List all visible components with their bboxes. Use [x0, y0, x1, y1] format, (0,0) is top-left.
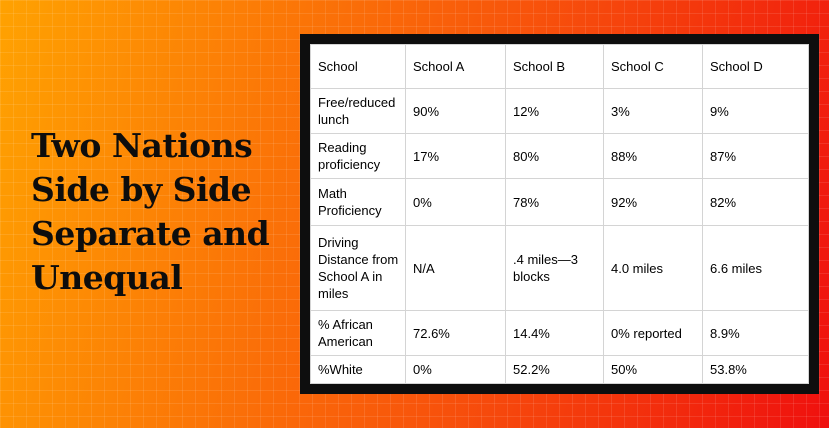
table-cell: 88%: [603, 133, 703, 179]
row-label: Reading proficiency: [310, 133, 406, 179]
table-cell: 82%: [702, 178, 809, 226]
table-cell: 52.2%: [505, 355, 604, 384]
row-label: Free/reduced lunch: [310, 88, 406, 134]
table-cell: .4 miles—3 blocks: [505, 225, 604, 311]
row-label: %White: [310, 355, 406, 384]
table-cell: 6.6 miles: [702, 225, 809, 311]
table-cell: 87%: [702, 133, 809, 179]
table-cell: 12%: [505, 88, 604, 134]
table-row: %White 0% 52.2% 50% 53.8%: [310, 355, 809, 384]
table-cell: 4.0 miles: [603, 225, 703, 311]
table-cell: 53.8%: [702, 355, 809, 384]
table-cell: 9%: [702, 88, 809, 134]
table-cell: 50%: [603, 355, 703, 384]
table-cell: 90%: [405, 88, 506, 134]
table-cell: 0% reported: [603, 310, 703, 356]
school-comparison-table: School School A School B School C School…: [310, 44, 809, 384]
header-row: School School A School B School C School…: [310, 44, 809, 89]
table-cell: 80%: [505, 133, 604, 179]
poster-title-line: Unequal: [31, 258, 183, 297]
poster-title: Two Nations Side by Side Separate and Un…: [31, 124, 301, 300]
column-header-school-b: School B: [505, 44, 604, 89]
poster-title-line: Separate and: [31, 214, 270, 253]
table-cell: 8.9%: [702, 310, 809, 356]
row-label: Math Proficiency: [310, 178, 406, 226]
table-cell: 92%: [603, 178, 703, 226]
table-row: Math Proficiency 0% 78% 92% 82%: [310, 178, 809, 226]
column-header-school: School: [310, 44, 406, 89]
table-cell: N/A: [405, 225, 506, 311]
table-cell: 14.4%: [505, 310, 604, 356]
table-row: Free/reduced lunch 90% 12% 3% 9%: [310, 88, 809, 134]
table-cell: 17%: [405, 133, 506, 179]
table-cell: 78%: [505, 178, 604, 226]
table-row: % African American 72.6% 14.4% 0% report…: [310, 310, 809, 356]
table-cell: 72.6%: [405, 310, 506, 356]
column-header-school-a: School A: [405, 44, 506, 89]
row-label: % African American: [310, 310, 406, 356]
table-cell: 0%: [405, 178, 506, 226]
column-header-school-c: School C: [603, 44, 703, 89]
poster-title-line: Side by Side: [31, 170, 252, 209]
table-row: Driving Distance from School A in miles …: [310, 225, 809, 311]
table-cell: 3%: [603, 88, 703, 134]
table-row: Reading proficiency 17% 80% 88% 87%: [310, 133, 809, 179]
data-table-card: School School A School B School C School…: [300, 34, 819, 394]
column-header-school-d: School D: [702, 44, 809, 89]
table-cell: 0%: [405, 355, 506, 384]
poster-title-line: Two Nations: [31, 126, 253, 165]
row-label: Driving Distance from School A in miles: [310, 225, 406, 311]
